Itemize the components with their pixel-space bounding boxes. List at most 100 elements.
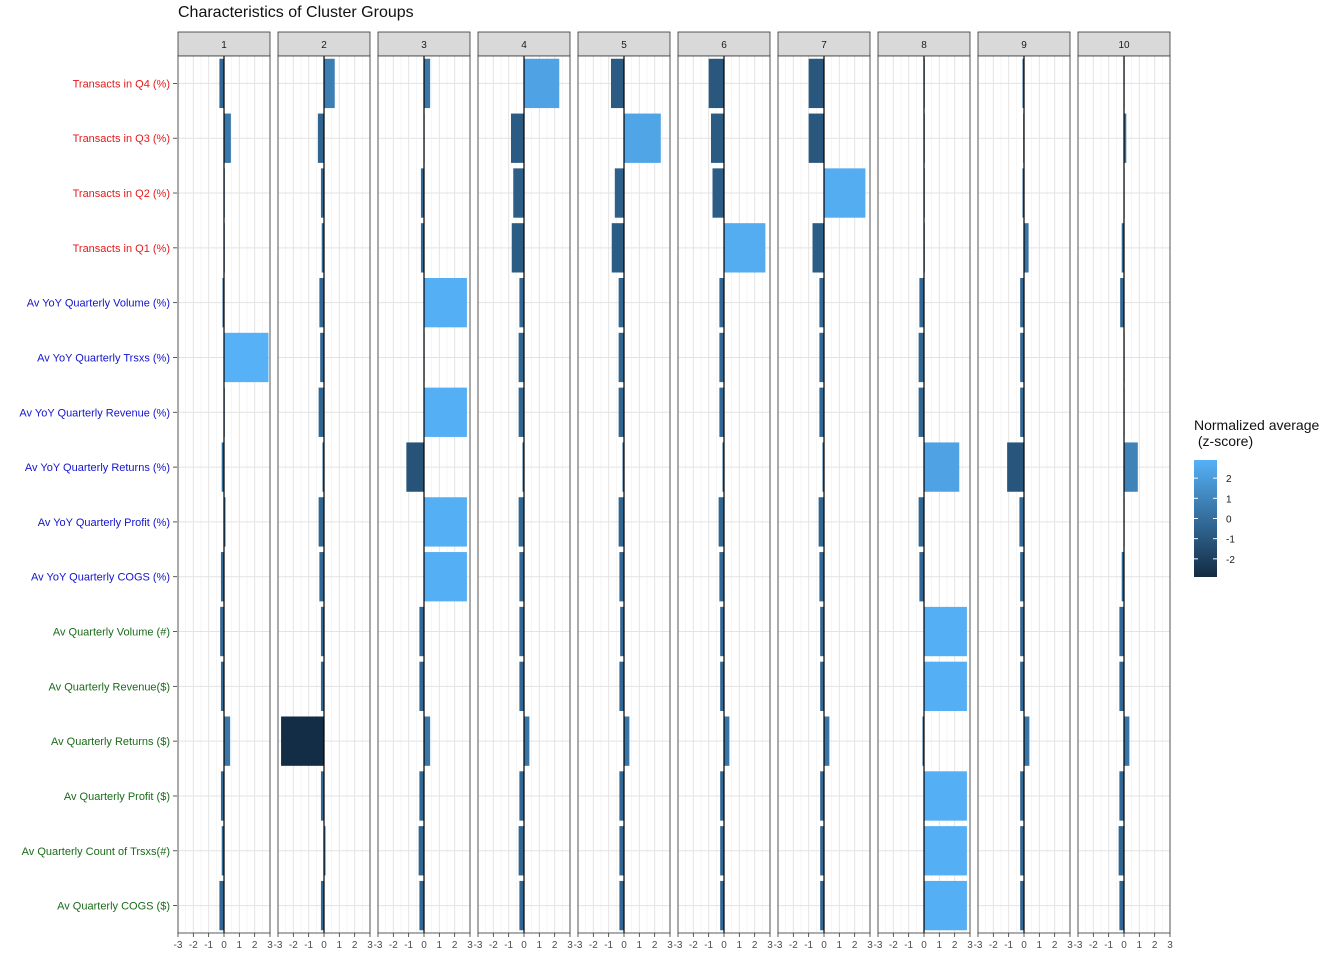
x-tick-label: 1 — [537, 940, 543, 951]
bar — [620, 606, 624, 657]
bar — [712, 168, 724, 218]
y-axis-label: Av Quarterly Returns ($) — [51, 736, 170, 748]
facet-strip — [377, 31, 471, 57]
bar — [918, 332, 924, 383]
bar — [720, 880, 724, 931]
x-tick-label: -1 — [904, 940, 913, 951]
bar — [324, 826, 326, 876]
bar — [1124, 113, 1127, 163]
bar — [808, 58, 824, 109]
bar — [922, 716, 924, 766]
y-axis-label: Av YoY Quarterly Profit (%) — [38, 517, 170, 529]
bar — [418, 826, 424, 876]
bar — [324, 58, 335, 109]
bar — [518, 387, 524, 437]
facet-strip-label: 1 — [221, 40, 227, 51]
bar — [320, 606, 324, 657]
x-tick-label: -1 — [1004, 940, 1013, 951]
bar — [1119, 880, 1124, 931]
bar — [320, 168, 324, 218]
y-axis-label: Av Quarterly Volume (#) — [53, 627, 170, 639]
bar — [719, 552, 724, 602]
x-tick-label: 2 — [252, 940, 258, 951]
x-tick-label: -2 — [889, 940, 898, 951]
bar — [819, 277, 824, 328]
bar — [1022, 168, 1024, 218]
bar — [1024, 223, 1029, 273]
x-tick-label: -2 — [489, 940, 498, 951]
bar — [1020, 387, 1024, 437]
x-tick-label: -3 — [374, 940, 383, 951]
bar — [919, 552, 924, 602]
x-tick-label: -2 — [1089, 940, 1098, 951]
bar — [720, 606, 724, 657]
facet-strip-label: 5 — [621, 40, 627, 51]
bar — [220, 771, 224, 821]
legend-colorbar — [1194, 460, 1217, 577]
x-tick-label: -3 — [774, 940, 783, 951]
x-tick-label: 2 — [452, 940, 458, 951]
bar — [420, 168, 424, 218]
bar — [824, 716, 830, 766]
bar — [317, 113, 324, 163]
bar — [618, 277, 624, 328]
legend-label: 0 — [1226, 515, 1232, 526]
bar — [220, 552, 224, 602]
x-tick-label: 1 — [437, 940, 443, 951]
y-axis-label: Av YoY Quarterly Revenue (%) — [19, 407, 170, 419]
bar — [419, 771, 424, 821]
bar — [924, 442, 960, 492]
facet-strip-label: 2 — [321, 40, 327, 51]
x-tick-label: -1 — [404, 940, 413, 951]
x-tick-label: 0 — [421, 940, 427, 951]
bar — [519, 552, 524, 602]
facet-strip-label: 6 — [721, 40, 727, 51]
bar — [1019, 497, 1024, 547]
facet-panel-5: 5 -3 -2 -1 0 1 2 3 — [574, 31, 673, 951]
bar — [510, 113, 524, 163]
x-tick-label: 0 — [521, 940, 527, 951]
bar — [918, 497, 924, 547]
y-axis-label: Av Quarterly Revenue($) — [49, 681, 170, 693]
bar — [221, 826, 224, 876]
facet-panel-7: 7 -3 -2 -1 0 1 2 3 — [774, 31, 873, 951]
bar — [420, 223, 424, 273]
bar — [1119, 661, 1124, 712]
bar — [614, 168, 624, 218]
bar — [406, 442, 424, 492]
facet-strip-label: 4 — [521, 40, 527, 51]
bar — [618, 387, 624, 437]
chart-title: Characteristics of Cluster Groups — [178, 4, 414, 21]
x-tick-label: -1 — [1104, 940, 1113, 951]
x-tick-label: 0 — [1121, 940, 1127, 951]
bar — [424, 387, 467, 437]
bar — [1020, 277, 1024, 328]
bar — [618, 497, 624, 547]
legend-label: -2 — [1226, 555, 1235, 566]
bar — [320, 880, 324, 931]
facet-strip-label: 8 — [921, 40, 927, 51]
bar — [720, 826, 724, 876]
bar — [419, 661, 424, 712]
bar — [518, 497, 524, 547]
y-axis-label: Av YoY Quarterly Volume (%) — [27, 298, 170, 310]
bar — [220, 661, 224, 712]
bar — [511, 223, 524, 273]
x-tick-label: -2 — [989, 940, 998, 951]
facet-strip — [477, 31, 571, 57]
x-tick-label: 3 — [1067, 940, 1073, 951]
bar — [719, 387, 724, 437]
bar — [513, 168, 524, 218]
facet-panel-8: 8 -3 -2 -1 0 1 2 3 — [874, 31, 973, 951]
y-axis-label: Av YoY Quarterly Returns (%) — [25, 462, 170, 474]
bar — [619, 552, 624, 602]
bar — [224, 332, 269, 383]
x-tick-label: 1 — [837, 940, 843, 951]
facet-strip — [877, 31, 971, 57]
x-tick-label: -1 — [604, 940, 613, 951]
bar — [924, 771, 967, 821]
bar — [819, 552, 824, 602]
facet-panel-2: 2-3 -2 -1 0 1 2 3 — [274, 31, 373, 951]
bar — [1120, 277, 1124, 328]
